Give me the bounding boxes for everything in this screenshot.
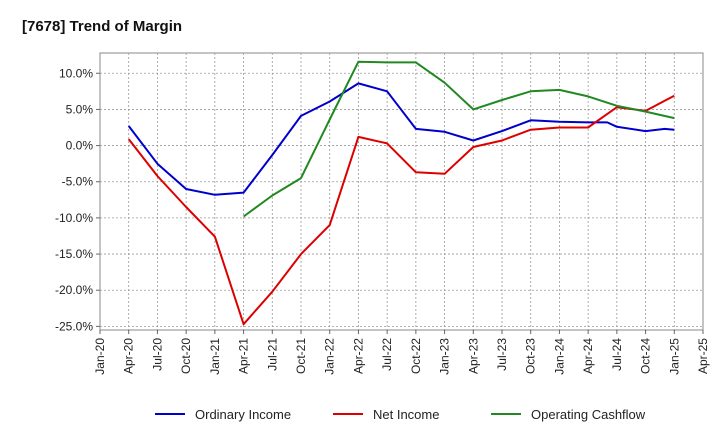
x-tick-label: Jan-20 <box>93 338 107 375</box>
x-tick-label: Jan-22 <box>323 338 337 375</box>
series-line-ordinary-income <box>127 82 675 196</box>
y-tick-label: -10.0% <box>55 211 93 225</box>
x-axis-ticks: Jan-20 Apr-20 Jul-20 Oct-20 Jan-21 Apr-21 Jul-… <box>93 330 710 375</box>
y-tick-label: -5.0% <box>62 175 94 189</box>
x-tick-label: Apr-25 <box>696 338 710 374</box>
x-tick-label: Jul-20 <box>150 338 164 371</box>
x-tick-label: Jan-24 <box>552 338 566 375</box>
x-tick-label: Apr-21 <box>237 338 251 374</box>
legend-label: Operating Cashflow <box>531 407 646 422</box>
y-tick-label: -25.0% <box>55 319 93 333</box>
x-tick-label: Jan-21 <box>208 338 222 375</box>
legend-label: Net Income <box>373 407 439 422</box>
y-tick-label: 0.0% <box>66 139 94 153</box>
x-tick-label: Apr-24 <box>581 338 595 374</box>
x-tick-label: Jan-23 <box>438 338 452 375</box>
x-tick-label: Apr-23 <box>466 338 480 374</box>
x-tick-label: Apr-22 <box>351 338 365 374</box>
legend-item-operating-cashflow: Operating Cashflow <box>491 407 646 422</box>
x-tick-label: Oct-22 <box>409 338 423 374</box>
plot-area: 10.0% 5.0% 0.0% -5.0% -10.0% -15.0% -20.0% -25.… <box>55 52 710 375</box>
legend-item-net-income: Net Income <box>333 407 439 422</box>
series-line-net-income <box>127 94 675 326</box>
y-tick-label: 10.0% <box>59 66 93 80</box>
x-tick-label: Oct-21 <box>294 338 308 374</box>
y-axis-ticks: 10.0% 5.0% 0.0% -5.0% -10.0% -15.0% -20.0% -25.… <box>55 66 100 333</box>
x-tick-label: Oct-24 <box>639 338 653 374</box>
series-lines <box>127 60 675 326</box>
plot-background <box>99 52 704 331</box>
chart-title: [7678] Trend of Margin <box>22 18 182 35</box>
series-line-operating-cashflow <box>243 60 675 218</box>
y-tick-label: -15.0% <box>55 247 93 261</box>
x-tick-label: Oct-20 <box>179 338 193 374</box>
legend-label: Ordinary Income <box>195 407 291 422</box>
x-tick-label: Oct-23 <box>524 338 538 374</box>
x-tick-label: Jan-25 <box>667 338 681 375</box>
legend-item-ordinary-income: Ordinary Income <box>155 407 291 422</box>
x-tick-label: Jul-21 <box>265 338 279 371</box>
x-tick-label: Jul-22 <box>380 338 394 371</box>
y-tick-label: -20.0% <box>55 283 93 297</box>
y-tick-label: 5.0% <box>66 102 94 116</box>
x-tick-label: Apr-20 <box>122 338 136 374</box>
legend: Ordinary Income Net Income Operating Cashf… <box>155 407 646 422</box>
x-tick-label: Jul-23 <box>495 338 509 371</box>
x-tick-label: Jul-24 <box>610 338 624 371</box>
